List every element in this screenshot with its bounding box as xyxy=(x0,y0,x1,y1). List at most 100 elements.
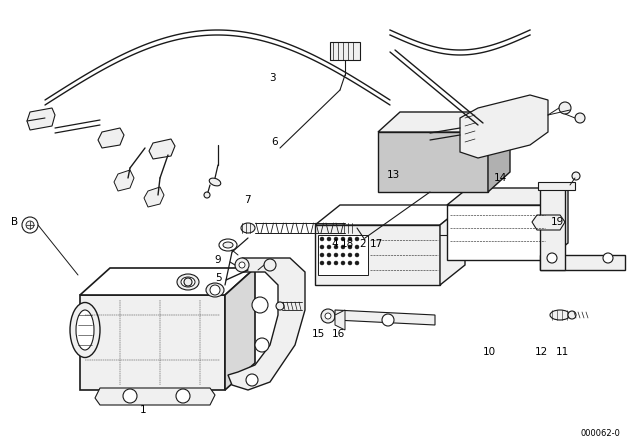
Polygon shape xyxy=(315,205,465,225)
Ellipse shape xyxy=(177,274,199,290)
Bar xyxy=(330,42,360,60)
Circle shape xyxy=(334,245,338,249)
Circle shape xyxy=(341,237,345,241)
Circle shape xyxy=(575,113,585,123)
Bar xyxy=(318,235,368,275)
Circle shape xyxy=(239,262,245,268)
Circle shape xyxy=(264,259,276,271)
Circle shape xyxy=(325,313,331,319)
Circle shape xyxy=(327,237,331,241)
Circle shape xyxy=(320,253,324,257)
Polygon shape xyxy=(440,205,465,285)
Circle shape xyxy=(341,253,345,257)
Polygon shape xyxy=(335,310,435,325)
Circle shape xyxy=(276,302,284,310)
Ellipse shape xyxy=(206,283,224,297)
Circle shape xyxy=(341,261,345,265)
Text: 4: 4 xyxy=(332,239,339,249)
Polygon shape xyxy=(80,268,255,295)
Circle shape xyxy=(355,237,359,241)
Text: 14: 14 xyxy=(493,173,507,183)
Ellipse shape xyxy=(241,223,255,233)
Polygon shape xyxy=(98,128,124,148)
Circle shape xyxy=(355,261,359,265)
Polygon shape xyxy=(228,258,305,390)
Text: 000062-0: 000062-0 xyxy=(580,429,620,438)
Circle shape xyxy=(568,311,576,319)
Polygon shape xyxy=(95,388,215,405)
Circle shape xyxy=(235,258,249,272)
Circle shape xyxy=(26,221,34,229)
Circle shape xyxy=(204,192,210,198)
Circle shape xyxy=(603,253,613,263)
Ellipse shape xyxy=(76,310,94,350)
Text: 6: 6 xyxy=(272,137,278,147)
Circle shape xyxy=(559,102,571,114)
Polygon shape xyxy=(538,182,575,190)
Circle shape xyxy=(22,217,38,233)
Text: 7: 7 xyxy=(244,195,250,205)
Circle shape xyxy=(348,245,352,249)
Text: 16: 16 xyxy=(332,329,344,339)
Circle shape xyxy=(320,237,324,241)
Circle shape xyxy=(382,314,394,326)
Polygon shape xyxy=(447,205,547,260)
Text: B: B xyxy=(12,217,19,227)
Text: 17: 17 xyxy=(369,239,383,249)
Polygon shape xyxy=(225,268,255,390)
Polygon shape xyxy=(149,139,175,159)
Circle shape xyxy=(348,237,352,241)
Text: 9: 9 xyxy=(214,255,221,265)
Text: 18: 18 xyxy=(340,239,354,249)
Text: 10: 10 xyxy=(483,347,495,357)
Text: 2: 2 xyxy=(360,239,366,249)
Circle shape xyxy=(246,374,258,386)
Circle shape xyxy=(355,253,359,257)
Circle shape xyxy=(255,338,269,352)
Ellipse shape xyxy=(209,178,221,186)
Circle shape xyxy=(210,285,220,295)
Text: 19: 19 xyxy=(550,217,564,227)
Text: 15: 15 xyxy=(312,329,324,339)
Polygon shape xyxy=(353,232,373,246)
Circle shape xyxy=(572,172,580,180)
Circle shape xyxy=(320,261,324,265)
Polygon shape xyxy=(532,215,565,230)
Text: 3: 3 xyxy=(269,73,275,83)
Polygon shape xyxy=(144,187,164,207)
Polygon shape xyxy=(540,255,625,270)
Circle shape xyxy=(321,309,335,323)
Polygon shape xyxy=(80,295,225,390)
Text: 11: 11 xyxy=(556,347,568,357)
Polygon shape xyxy=(540,185,565,270)
Circle shape xyxy=(252,297,268,313)
Polygon shape xyxy=(447,188,568,205)
Text: 1: 1 xyxy=(140,405,147,415)
Circle shape xyxy=(327,253,331,257)
Circle shape xyxy=(123,389,137,403)
Polygon shape xyxy=(488,112,510,192)
Circle shape xyxy=(348,261,352,265)
Text: 13: 13 xyxy=(387,170,399,180)
Polygon shape xyxy=(27,108,55,130)
Polygon shape xyxy=(460,95,548,158)
Circle shape xyxy=(320,245,324,249)
Polygon shape xyxy=(378,112,510,132)
Ellipse shape xyxy=(219,239,237,251)
Circle shape xyxy=(341,245,345,249)
Ellipse shape xyxy=(223,242,233,248)
Text: 5: 5 xyxy=(214,273,221,283)
Ellipse shape xyxy=(70,302,100,358)
Ellipse shape xyxy=(181,277,195,287)
Circle shape xyxy=(327,261,331,265)
Ellipse shape xyxy=(550,310,570,320)
Polygon shape xyxy=(114,170,134,191)
Circle shape xyxy=(547,253,557,263)
Polygon shape xyxy=(315,225,440,285)
Polygon shape xyxy=(547,188,568,260)
Polygon shape xyxy=(378,132,488,192)
Circle shape xyxy=(355,245,359,249)
Circle shape xyxy=(334,261,338,265)
Circle shape xyxy=(176,389,190,403)
Circle shape xyxy=(348,253,352,257)
